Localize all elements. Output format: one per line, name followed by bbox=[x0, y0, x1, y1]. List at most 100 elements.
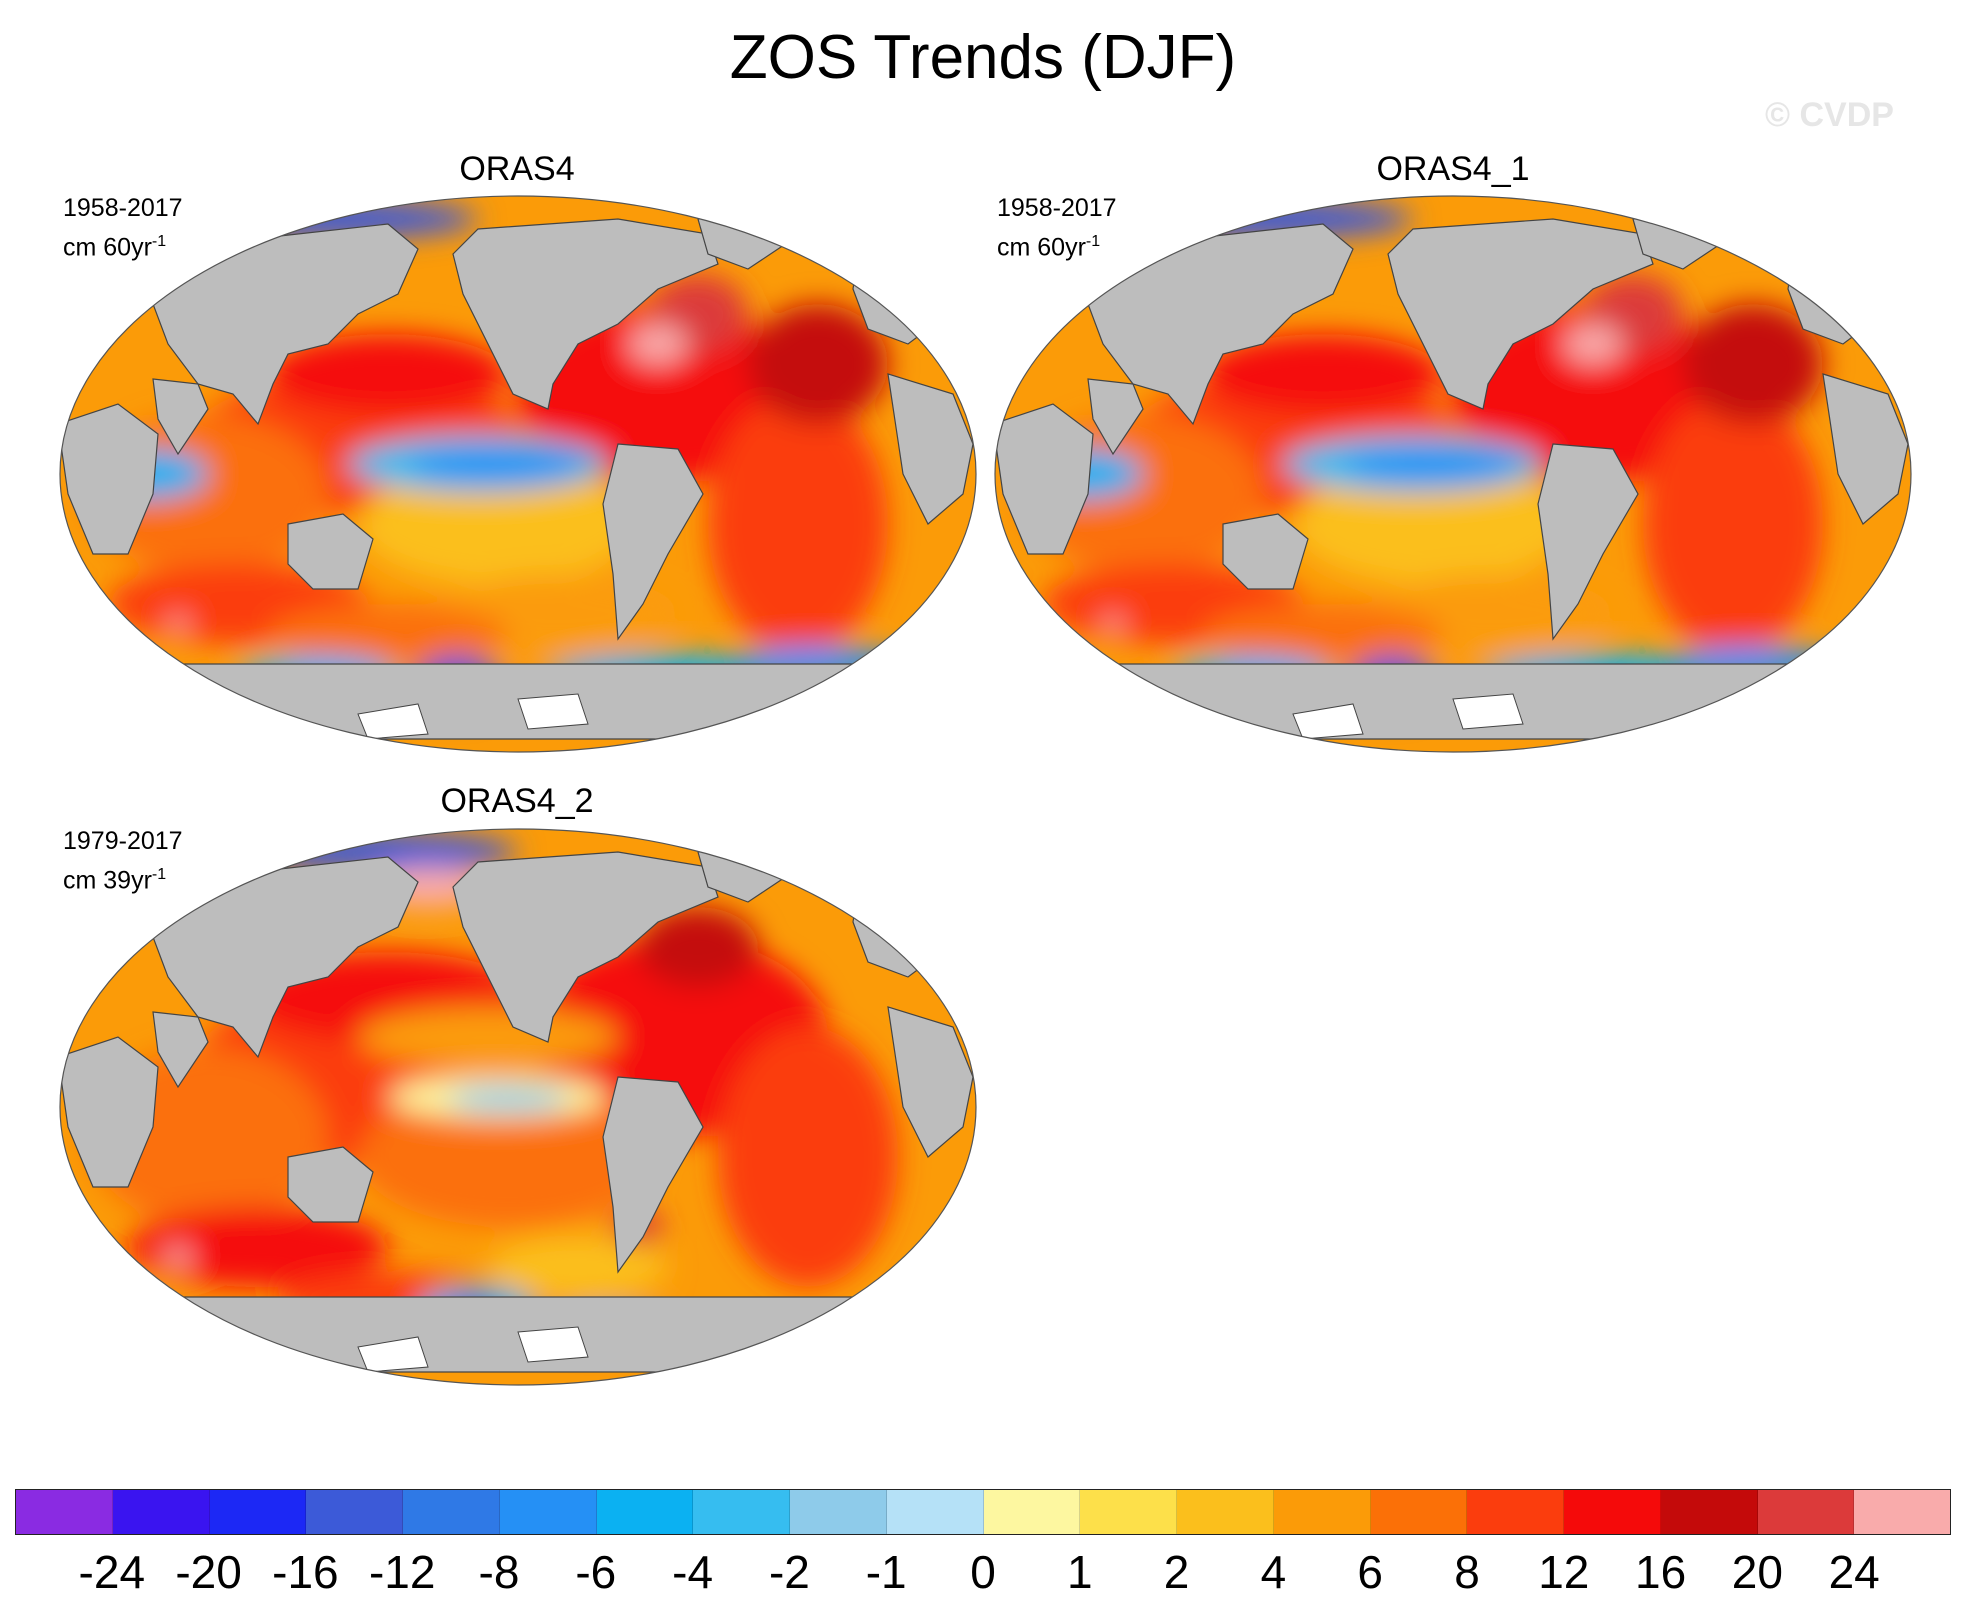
india-land bbox=[1087, 378, 1144, 456]
antarctica-land bbox=[1032, 663, 1874, 740]
colorbar-swatch bbox=[403, 1490, 500, 1534]
colorbar-tick-label: 1 bbox=[1067, 1546, 1093, 1598]
ice-shelf bbox=[1452, 693, 1524, 730]
panel-title-oras4-2: ORAS4_2 bbox=[440, 782, 594, 820]
colorbar-tick-label: 0 bbox=[970, 1546, 996, 1598]
colorbar-tick-label: -1 bbox=[865, 1546, 907, 1598]
trend-anomaly-region bbox=[166, 616, 190, 632]
figure-title: ZOS Trends (DJF) bbox=[729, 23, 1237, 92]
colorbar-tick-label: 24 bbox=[1828, 1546, 1880, 1598]
trend-anomaly-region bbox=[1203, 334, 1443, 414]
asia-land bbox=[152, 223, 419, 426]
africa-land bbox=[995, 403, 1094, 555]
colorbar-swatch bbox=[306, 1490, 403, 1534]
colorbar-tick-label: 20 bbox=[1731, 1546, 1783, 1598]
colorbar-swatch bbox=[499, 1490, 597, 1534]
trend-anomaly-region bbox=[1293, 464, 1573, 584]
colorbar-swatch bbox=[1177, 1490, 1274, 1534]
colorbar-swatch bbox=[596, 1490, 694, 1534]
colorbar-swatch bbox=[112, 1490, 210, 1534]
colorbar-tick-label: -8 bbox=[478, 1546, 520, 1598]
trend-anomaly-region bbox=[1563, 324, 1623, 364]
colorbar-swatch bbox=[1660, 1490, 1758, 1534]
units-label: cm 39yr-1 bbox=[63, 866, 167, 895]
colorbar-swatch bbox=[209, 1490, 307, 1534]
map-outline bbox=[994, 195, 1912, 753]
africa-east-land bbox=[1822, 373, 1909, 525]
colorbar-tick-label: -12 bbox=[368, 1546, 436, 1598]
panel-meta-oras4-1: 1958-2017 cm 60yr-1 bbox=[997, 192, 1117, 264]
south-america-land bbox=[602, 443, 704, 641]
trend-anomaly-region bbox=[628, 324, 688, 364]
colorbar-tick-label: -4 bbox=[672, 1546, 714, 1598]
panel-meta-oras4: 1958-2017 cm 60yr-1 bbox=[63, 192, 183, 264]
colorbar-tick-label: -2 bbox=[768, 1546, 810, 1598]
trend-anomaly-region bbox=[358, 464, 638, 584]
panel-meta-oras4-2: 1979-2017 cm 39yr-1 bbox=[63, 825, 183, 897]
colorbar-swatch bbox=[1467, 1490, 1564, 1534]
colorbar-tick-labels: -24 -20 -16 -12 -8 -6 -4 -2 -1 0 1 2 4 6 8 12 16 20 24 bbox=[0, 1545, 1966, 1605]
trend-anomaly-region bbox=[488, 1237, 668, 1297]
colorbar-swatch bbox=[886, 1490, 984, 1534]
trend-anomaly-region bbox=[1343, 450, 1523, 482]
asia-land bbox=[1087, 223, 1354, 426]
trend-anomaly-region bbox=[638, 907, 758, 987]
colorbar-swatch bbox=[1757, 1490, 1855, 1534]
trend-anomaly-region bbox=[358, 1087, 658, 1227]
ross-ice-shelf bbox=[1292, 703, 1364, 740]
colorbar-tick-label: 4 bbox=[1260, 1546, 1287, 1598]
map-outline bbox=[59, 195, 977, 753]
trend-anomaly-region bbox=[1453, 304, 1733, 484]
trend-anomaly-region bbox=[1643, 394, 1823, 654]
trend-anomaly-region bbox=[128, 1207, 388, 1287]
colorbar-swatch bbox=[1564, 1490, 1661, 1534]
colorbar-tick-label: 12 bbox=[1538, 1546, 1590, 1598]
ice-shelf bbox=[517, 1326, 589, 1363]
period-label: 1958-2017 bbox=[997, 194, 1117, 222]
africa-land bbox=[60, 403, 159, 555]
colorbar-tick-label: -16 bbox=[272, 1546, 339, 1598]
colorbar-swatch bbox=[693, 1490, 790, 1534]
india-land bbox=[152, 1011, 209, 1089]
india-land bbox=[152, 378, 209, 456]
ross-ice-shelf bbox=[357, 703, 429, 740]
period-label: 1958-2017 bbox=[63, 194, 183, 222]
asia-land bbox=[152, 856, 419, 1059]
antarctica-land bbox=[97, 663, 939, 740]
map-oras4-2 bbox=[59, 828, 977, 1386]
panel-title-oras4: ORAS4 bbox=[459, 150, 575, 188]
colorbar-tick-label: -24 bbox=[78, 1546, 146, 1598]
colorbar-swatch bbox=[1854, 1490, 1950, 1534]
trend-anomaly-region bbox=[748, 304, 888, 424]
africa-east-land bbox=[887, 373, 974, 525]
australia-land bbox=[1222, 513, 1309, 590]
colorbar-swatch bbox=[1370, 1490, 1468, 1534]
colorbar-tick-label: -20 bbox=[175, 1546, 242, 1598]
trend-anomaly-region bbox=[718, 1027, 898, 1287]
period-label: 1979-2017 bbox=[63, 827, 183, 855]
map-outline bbox=[59, 828, 977, 1386]
colorbar bbox=[15, 1489, 1951, 1535]
units-label: cm 60yr-1 bbox=[997, 233, 1101, 262]
antarctica-land bbox=[97, 1296, 939, 1373]
colorbar-swatch bbox=[983, 1490, 1081, 1534]
trend-anomaly-region bbox=[408, 450, 588, 482]
map-oras4-1 bbox=[994, 195, 1912, 753]
africa-east-land bbox=[887, 1006, 974, 1158]
ice-shelf bbox=[517, 693, 589, 730]
africa-land bbox=[60, 1036, 159, 1188]
trend-anomaly-region bbox=[163, 1247, 193, 1267]
colorbar-swatch bbox=[16, 1490, 113, 1534]
ross-ice-shelf bbox=[357, 1336, 429, 1373]
colorbar-swatch bbox=[1080, 1490, 1177, 1534]
trend-anomaly-region bbox=[1203, 604, 1443, 664]
trend-anomaly-region bbox=[268, 604, 508, 664]
map-oras4 bbox=[59, 195, 977, 753]
colorbar-tick-label: 2 bbox=[1163, 1546, 1190, 1598]
trend-anomaly-region bbox=[708, 394, 888, 654]
colorbar-swatch bbox=[1273, 1490, 1371, 1534]
trend-anomaly-region bbox=[268, 334, 508, 414]
cvdp-watermark: © CVDP bbox=[1765, 96, 1894, 134]
colorbar-tick-label: 6 bbox=[1357, 1546, 1383, 1598]
trend-anomaly-region bbox=[518, 304, 798, 484]
